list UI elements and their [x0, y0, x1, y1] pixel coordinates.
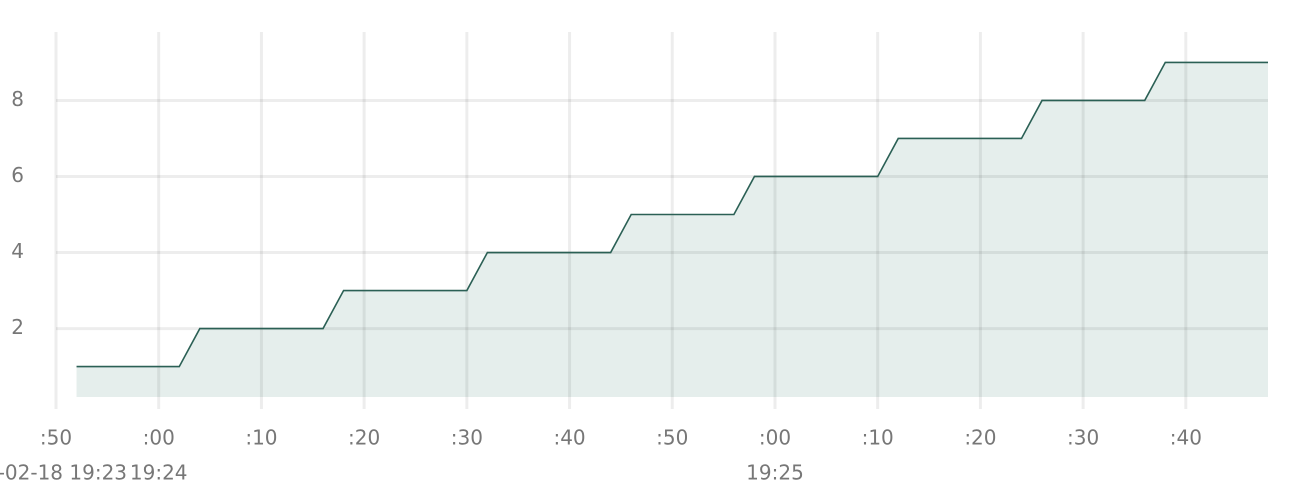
x-tick-label: :50 [656, 426, 688, 450]
y-tick-label: 2 [11, 315, 24, 339]
x-tick-label: :30 [1067, 426, 1099, 450]
x-tick-label: :40 [553, 426, 585, 450]
x-tick-label: :20 [964, 426, 996, 450]
y-tick-label: 8 [11, 87, 24, 111]
x-tick-label: :40 [1170, 426, 1202, 450]
x-tick-label: :10 [862, 426, 894, 450]
x-tick-label: :10 [245, 426, 277, 450]
area [76, 62, 1269, 398]
x-tick-label: :50 [40, 426, 72, 450]
y-tick-label: 6 [11, 163, 24, 187]
x-tick-label-secondary: 4-02-18 19:23 [0, 461, 127, 485]
x-tick-label-secondary: 19:25 [746, 461, 804, 485]
line [76, 61, 1268, 368]
x-tick-label: :00 [143, 426, 175, 450]
x-tick-label: :00 [759, 426, 791, 450]
x-tick-label-secondary: 19:24 [130, 461, 188, 485]
y-tick-label: 4 [11, 239, 24, 263]
x-tick-label: :20 [348, 426, 380, 450]
x-tick-label: :30 [451, 426, 483, 450]
